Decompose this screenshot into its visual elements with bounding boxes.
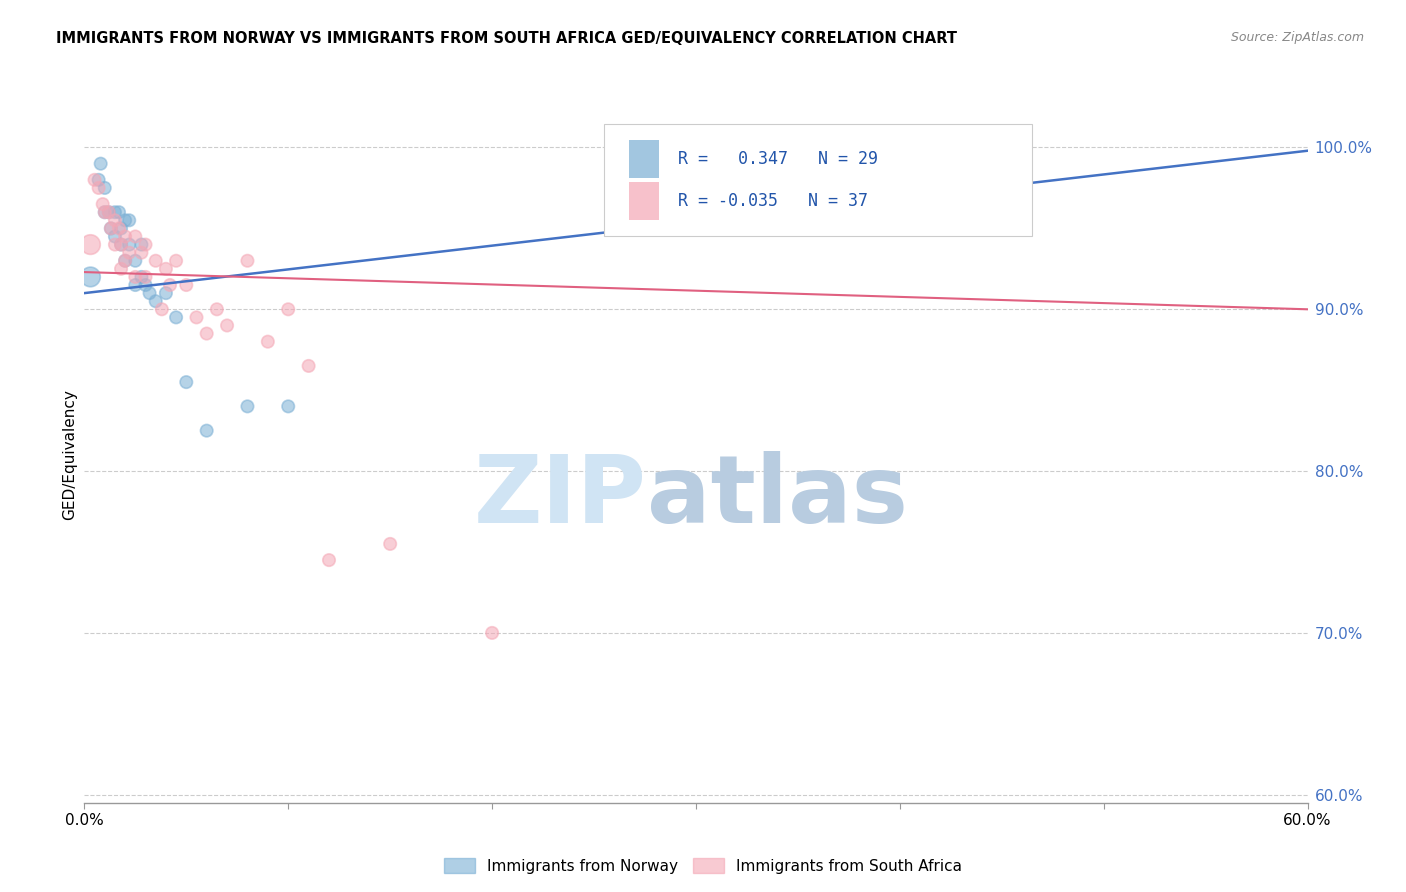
Point	[100, 221, 122, 235]
Point	[145, 294, 167, 309]
Point	[114, 253, 136, 268]
Point	[159, 278, 181, 293]
Point	[110, 221, 132, 235]
Bar	[628, 182, 659, 220]
Point	[104, 237, 127, 252]
Point	[481, 626, 503, 640]
Point	[155, 286, 177, 301]
Point	[110, 237, 132, 252]
Point	[131, 245, 153, 260]
Point	[217, 318, 239, 333]
Point	[150, 302, 173, 317]
Point	[97, 205, 120, 219]
Point	[165, 310, 187, 325]
Point	[118, 245, 141, 260]
Point	[87, 181, 110, 195]
Point	[114, 253, 136, 268]
Point	[131, 269, 153, 284]
Point	[165, 253, 187, 268]
Y-axis label: GED/Equivalency: GED/Equivalency	[62, 390, 77, 520]
Point	[298, 359, 321, 373]
Point	[186, 310, 208, 325]
Text: R =   0.347   N = 29: R = 0.347 N = 29	[678, 150, 877, 169]
Point	[380, 537, 402, 551]
Point	[93, 181, 117, 195]
Point	[124, 278, 146, 293]
Point	[205, 302, 228, 317]
Point	[90, 156, 112, 170]
Point	[118, 237, 141, 252]
Point	[100, 221, 122, 235]
Point	[236, 400, 259, 414]
Text: IMMIGRANTS FROM NORWAY VS IMMIGRANTS FROM SOUTH AFRICA GED/EQUIVALENCY CORRELATI: IMMIGRANTS FROM NORWAY VS IMMIGRANTS FRO…	[56, 31, 957, 46]
Point	[135, 269, 157, 284]
Point	[124, 269, 146, 284]
Point	[108, 221, 131, 235]
Text: atlas: atlas	[647, 450, 908, 542]
Point	[318, 553, 340, 567]
Point	[124, 253, 146, 268]
Point	[145, 253, 167, 268]
Point	[195, 424, 218, 438]
Point	[87, 173, 110, 187]
Point	[114, 213, 136, 227]
Text: Source: ZipAtlas.com: Source: ZipAtlas.com	[1230, 31, 1364, 45]
Legend: Immigrants from Norway, Immigrants from South Africa: Immigrants from Norway, Immigrants from …	[439, 852, 967, 880]
Point	[114, 229, 136, 244]
Point	[93, 205, 117, 219]
Point	[277, 302, 299, 317]
Point	[155, 261, 177, 276]
Point	[195, 326, 218, 341]
Point	[176, 375, 198, 389]
Point	[83, 173, 105, 187]
Point	[79, 237, 101, 252]
Point	[110, 261, 132, 276]
Point	[257, 334, 280, 349]
Point	[124, 229, 146, 244]
Bar	[628, 140, 659, 178]
Point	[91, 197, 114, 211]
Point	[110, 237, 132, 252]
FancyBboxPatch shape	[605, 124, 1032, 235]
Point	[108, 205, 131, 219]
Point	[97, 205, 120, 219]
Text: ZIP: ZIP	[474, 450, 647, 542]
Point	[236, 253, 259, 268]
Point	[135, 237, 157, 252]
Point	[277, 400, 299, 414]
Point	[79, 269, 101, 284]
Point	[138, 286, 160, 301]
Point	[104, 205, 127, 219]
Point	[118, 213, 141, 227]
Point	[135, 278, 157, 293]
Point	[104, 229, 127, 244]
Point	[131, 237, 153, 252]
Text: R = -0.035   N = 37: R = -0.035 N = 37	[678, 192, 868, 210]
Point	[93, 205, 117, 219]
Point	[104, 213, 127, 227]
Point	[176, 278, 198, 293]
